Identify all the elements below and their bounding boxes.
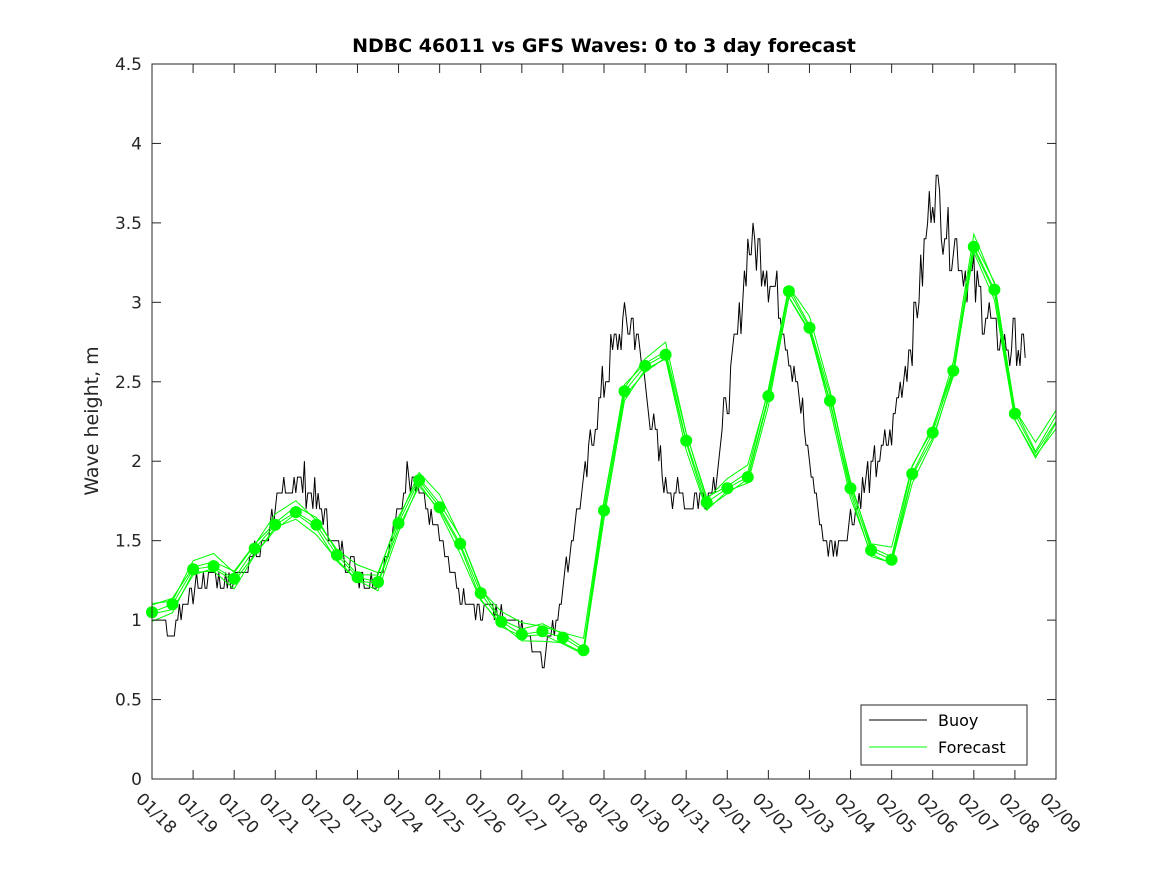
forecast-point [865,544,878,557]
y-tick-label: 1.5 [115,532,142,552]
forecast-point [413,474,426,487]
forecast-point [824,394,836,407]
y-tick-label: 3.5 [115,214,142,234]
forecast-point [926,426,939,439]
forecast-point [330,549,343,561]
legend: Buoy Forecast [860,704,1028,766]
forecast-point [351,571,364,584]
forecast-point [639,359,652,372]
forecast-point [433,501,446,514]
forecast-point [680,434,693,447]
forecast-point [577,644,590,657]
forecast-point [166,598,179,611]
legend-buoy-label: Buoy [938,711,978,730]
forecast-point [598,504,610,517]
forecast-point [885,553,898,566]
forecast-point [782,285,795,298]
y-tick-label: 1 [131,611,142,631]
forecast-point [515,628,528,641]
forecast-point [372,576,384,588]
forecast-point [248,542,261,555]
forecast-point [967,240,980,253]
forecast-point [536,625,549,638]
forecast-point [844,482,857,495]
forecast-point [700,496,713,509]
forecast-series-line [151,232,1057,639]
forecast-point [474,587,487,600]
forecast-point [906,467,919,480]
forecast-point [269,518,282,531]
plot-area [152,64,1056,779]
forecast-series-line [151,250,1057,654]
forecast-point [207,560,220,573]
forecast-point [187,563,200,576]
legend-forecast-label: Forecast [938,738,1006,757]
chart-title: NDBC 46011 vs GFS Waves: 0 to 3 day fore… [352,35,856,57]
buoy-series-line [152,174,1026,669]
forecast-point [741,471,754,484]
y-tick-label: 3 [131,293,142,313]
y-axis-label: Wave height, m [81,346,103,495]
y-tick-label: 2 [131,452,142,472]
y-tick-label: 2.5 [115,373,142,393]
forecast-point [454,537,467,550]
forecast-point [762,390,775,403]
forecast-point [556,631,569,644]
forecast-point [392,517,405,530]
forecast-point [659,348,672,361]
forecast-point [803,321,816,334]
forecast-point [618,385,631,398]
forecast-point [310,518,323,531]
forecast-series-line [151,240,1057,649]
legend-box [860,704,1028,766]
forecast-point [947,364,960,377]
forecast-point [721,482,734,495]
y-tick-label: 0.5 [115,691,142,711]
forecast-marker-layer [146,240,1021,657]
y-tick-label: 0 [131,770,142,790]
forecast-point [495,615,508,628]
y-tick-label: 4.5 [115,55,142,75]
forecast-point [228,572,241,585]
forecast-point [289,506,302,519]
forecast-point [988,283,1001,296]
forecast-point [1008,407,1021,420]
y-tick-label: 4 [131,134,142,154]
y-tick-layer: 0 0.5 1 1.5 2 2.5 3 3.5 4 4.5 [115,55,1056,790]
